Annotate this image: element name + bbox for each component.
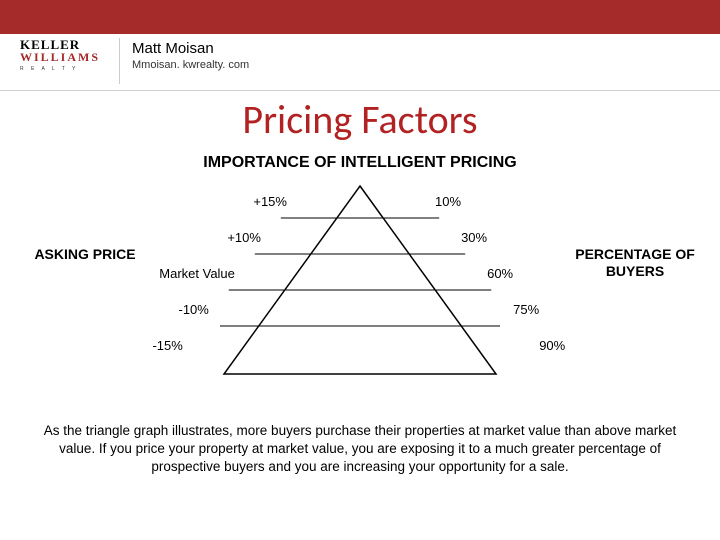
header: KELLER WILLIAMS R E A L T Y Matt Moisan …	[0, 34, 720, 91]
pyramid-left-label: +10%	[227, 230, 261, 245]
pyramid-left-label: Market Value	[159, 266, 235, 281]
agent-block: Matt Moisan Mmoisan. kwrealty. com	[132, 38, 249, 71]
left-axis-label: ASKING PRICE	[30, 246, 140, 263]
agent-site: Mmoisan. kwrealty. com	[132, 59, 249, 71]
page-title: Pricing Factors	[0, 95, 720, 144]
description-text: As the triangle graph illustrates, more …	[40, 422, 680, 477]
logo-realty: R E A L T Y	[20, 66, 109, 72]
pyramid-right-label: 60%	[487, 266, 513, 281]
pyramid-left-label: -10%	[179, 302, 209, 317]
pyramid-svg	[220, 184, 500, 384]
kw-logo: KELLER WILLIAMS R E A L T Y	[20, 38, 120, 84]
pyramid-left-label: -15%	[152, 338, 182, 353]
pyramid-diagram: ASKING PRICE PERCENTAGE OF BUYERS +15%10…	[90, 184, 630, 404]
pyramid-right-label: 90%	[539, 338, 565, 353]
pyramid-right-label: 75%	[513, 302, 539, 317]
logo-line2: WILLIAMS	[20, 51, 109, 64]
pyramid-left-label: +15%	[253, 194, 287, 209]
right-axis-label: PERCENTAGE OF BUYERS	[570, 246, 700, 280]
subtitle: IMPORTANCE OF INTELLIGENT PRICING	[0, 154, 720, 172]
agent-name: Matt Moisan	[132, 40, 249, 57]
pyramid-right-label: 10%	[435, 194, 461, 209]
pyramid-right-label: 30%	[461, 230, 487, 245]
top-bar	[0, 0, 720, 34]
